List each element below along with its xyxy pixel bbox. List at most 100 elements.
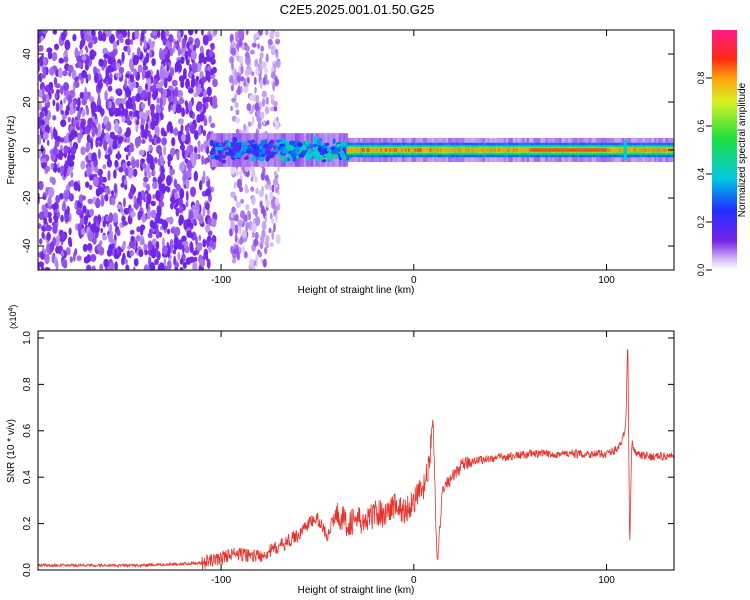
heatmap-cell [105,132,110,143]
heatmap-cell [149,219,155,229]
heatmap-cell [488,148,491,152]
heatmap-cell [178,98,185,104]
heatmap-cell [74,80,80,89]
heatmap-cell [202,206,206,218]
heatmap-cell [44,253,50,265]
heatmap-cell [255,187,259,195]
heatmap-cell [212,95,218,107]
heatmap-cell [397,148,400,152]
heatmap-cell [194,146,198,155]
heatmap-cell [243,156,248,160]
heatmap-cell [233,243,237,250]
heatmap-cell [124,131,131,138]
heatmap-cell [203,248,209,258]
heatmap-cell [549,148,553,152]
heatmap-cell [279,143,286,147]
heatmap-cell [588,148,591,152]
heatmap-cell [455,148,458,152]
heatmap-cell [594,148,597,152]
heatmap-cell [499,148,502,152]
heatmap-cell [81,195,86,201]
heatmap-cell [180,56,185,65]
heatmap-cell [102,164,107,170]
heatmap-cell [187,47,191,57]
heatmap-cell [273,178,278,186]
heatmap-cell [562,148,565,152]
heatmap-cell [265,30,269,36]
heatmap-cell [257,43,260,50]
heatmap-cell [59,165,65,175]
heatmap-cell [145,122,149,133]
heatmap-cell [170,147,176,157]
heatmap-cell [312,136,318,142]
heatmap-cell [107,56,114,65]
heatmap-cell [40,144,44,154]
heatmap-cell [146,156,152,163]
heatmap-cell [384,148,388,152]
heatmap-cell [322,144,325,149]
colorbar-tick-label: 0.4 [696,168,706,181]
heatmap-cell [275,186,279,194]
heatmap-cell [252,231,255,239]
heatmap-cell [194,30,198,35]
y-tick-label: 1.0 [22,331,33,345]
heatmap-cell [457,148,460,152]
heatmap-cell [103,48,107,55]
heatmap-cell [235,128,240,135]
heatmap-cell [190,242,194,253]
heatmap-cell [142,212,146,222]
heatmap-cell [121,244,126,250]
heatmap-cell [332,138,336,145]
heatmap-cell [261,90,267,98]
heatmap-cell [54,93,59,100]
heatmap-cell [128,146,135,153]
heatmap-cell [55,135,61,142]
heatmap-cell [358,148,361,152]
heatmap-cell [258,251,263,258]
heatmap-cell [262,76,267,86]
heatmap-cell [123,108,129,117]
heatmap-cell [178,75,185,83]
heatmap-cell [438,148,442,152]
heatmap-cell [206,145,210,155]
heatmap-cell [240,64,244,75]
heatmap-cell [160,155,165,167]
heatmap-cell [128,240,135,249]
heatmap-cell [270,71,276,79]
heatmap-cell [46,139,50,146]
heatmap-cell [174,192,179,200]
heatmap-cell [157,176,163,185]
heatmap-cell [458,148,462,152]
heatmap-cell [255,32,260,39]
heatmap-cell [117,150,120,161]
heatmap-cell [179,162,185,172]
heatmap-cell [432,148,435,152]
heatmap-cell [234,102,239,109]
heatmap-cell [70,153,76,161]
heatmap-cell [145,70,151,79]
heatmap-cell [474,148,477,152]
heatmap-cell [211,218,217,228]
heatmap-cell [109,262,115,270]
colorbar-tick-label: 0.8 [696,72,706,85]
heatmap-cell [269,184,272,191]
heatmap-cell [129,250,134,257]
heatmap-cell [141,139,146,144]
heatmap-cell [54,83,61,89]
heatmap-cell [45,225,52,232]
heatmap-cell [38,134,42,146]
heatmap-cell [121,115,126,123]
x-tick-label: -100 [211,575,231,586]
heatmap-cell [81,54,87,62]
heatmap-cell [156,144,162,155]
heatmap-cell [111,197,116,206]
heatmap-cell [171,79,178,87]
heatmap-cell [84,126,91,135]
heatmap-cell [81,70,87,79]
heatmap-cell [52,224,58,235]
heatmap-cell [208,49,214,58]
heatmap-cell [177,239,184,247]
heatmap-cell [269,30,275,40]
heatmap-cell [94,166,99,174]
heatmap-cell [158,87,164,93]
